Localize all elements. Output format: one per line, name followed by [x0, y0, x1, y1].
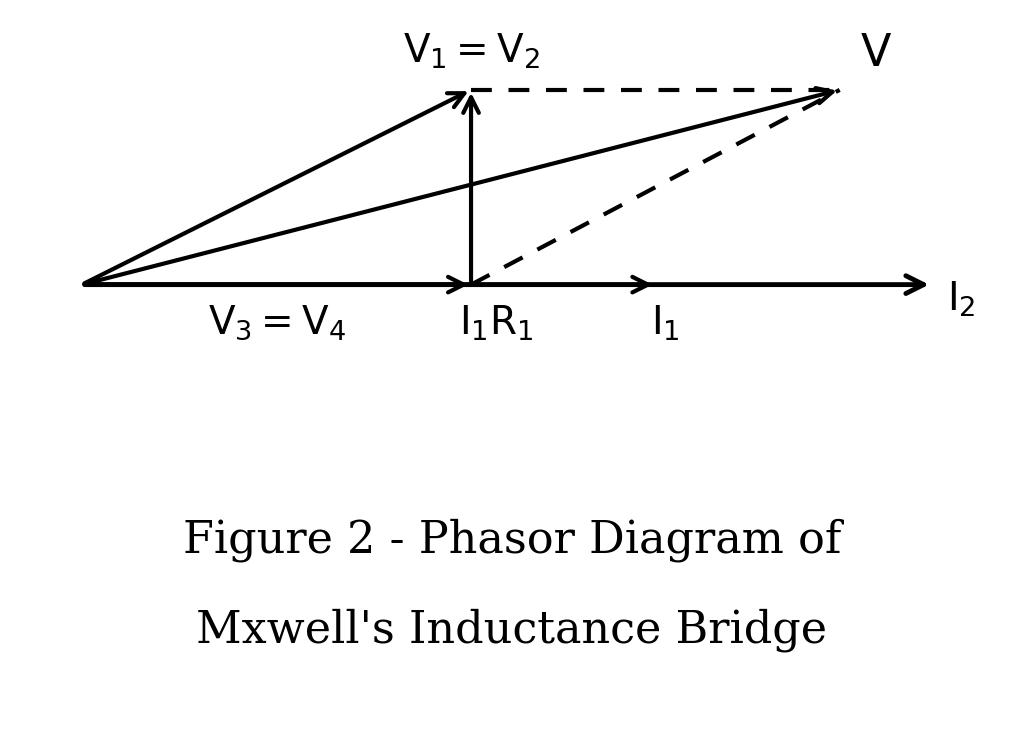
Text: $\mathdefault{I}_2$: $\mathdefault{I}_2$: [947, 280, 976, 319]
Text: $\mathdefault{V}_3 = \mathdefault{V}_4$: $\mathdefault{V}_3 = \mathdefault{V}_4$: [208, 303, 345, 342]
Text: $\mathdefault{I}_1$: $\mathdefault{I}_1$: [651, 303, 680, 342]
Text: $\mathdefault{V}_1 = \mathdefault{V}_2$: $\mathdefault{V}_1 = \mathdefault{V}_2$: [402, 32, 540, 71]
Text: $\mathdefault{I}_1\mathdefault{R}_1$: $\mathdefault{I}_1\mathdefault{R}_1$: [460, 303, 534, 342]
Text: Mxwell's Inductance Bridge: Mxwell's Inductance Bridge: [197, 608, 827, 652]
Text: $\mathdefault{V}$: $\mathdefault{V}$: [860, 32, 892, 75]
Text: Figure 2 - Phasor Diagram of: Figure 2 - Phasor Diagram of: [183, 518, 841, 562]
